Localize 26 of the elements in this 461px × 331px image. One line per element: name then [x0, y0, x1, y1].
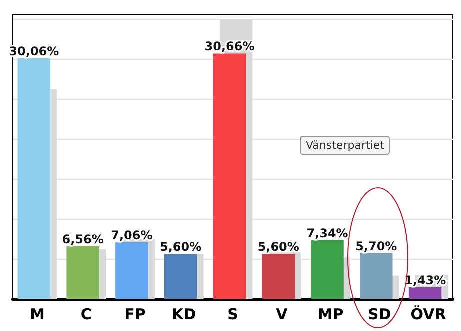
data-label: 7,34% [306, 226, 348, 240]
bar [408, 288, 442, 299]
bar [311, 240, 344, 299]
bar [164, 254, 198, 299]
data-label: 5,60% [258, 240, 300, 254]
x-tick-label: C [80, 306, 92, 324]
x-tick-label: S [228, 306, 238, 324]
x-tick-label: FP [124, 306, 146, 324]
data-label: 30,66% [204, 40, 255, 54]
x-tick-label: M [30, 306, 45, 324]
data-label: 6,56% [62, 232, 104, 247]
bar [360, 253, 393, 299]
x-tick-label: SD [368, 306, 392, 324]
x-tick-label: KD [172, 306, 196, 324]
data-label: 5,70% [356, 239, 398, 254]
bar [262, 254, 295, 299]
x-tick-label: V [276, 306, 288, 324]
bar [66, 246, 100, 299]
bar [18, 58, 51, 299]
data-label: 7,06% [111, 228, 153, 243]
bar [116, 242, 148, 299]
x-tick-label: ÖVR [410, 306, 447, 324]
data-label: 5,60% [160, 240, 202, 254]
x-tick-label: MP [318, 306, 344, 324]
annotation: Vänsterpartiet [300, 136, 390, 155]
bar [213, 54, 246, 299]
